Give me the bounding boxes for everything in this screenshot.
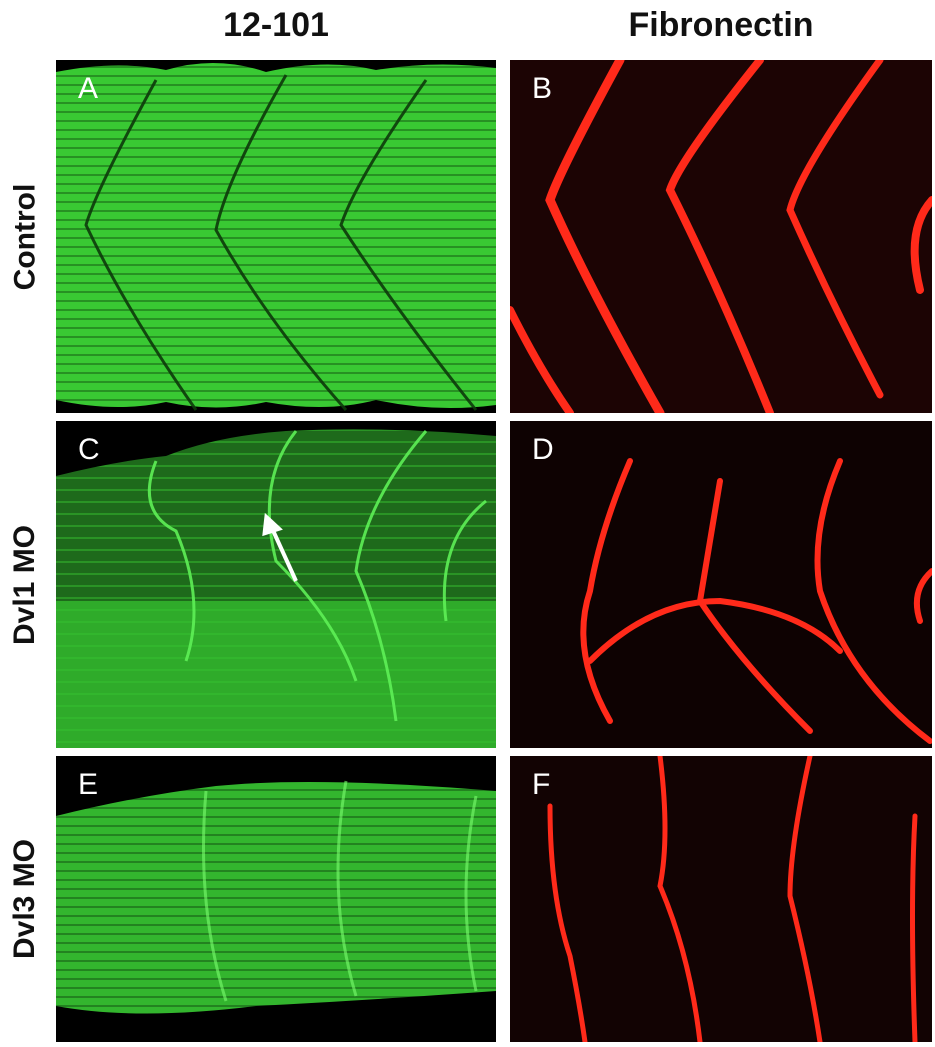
row-label: Control	[8, 183, 42, 290]
panel-label: E	[78, 768, 99, 801]
panel-label: C	[78, 433, 100, 466]
arrow-icon	[262, 512, 298, 582]
panel-label: F	[532, 768, 551, 801]
micrograph-a	[56, 62, 496, 411]
micrograph-d	[580, 458, 932, 744]
panel-d: D	[510, 421, 932, 748]
panel-label: B	[532, 72, 553, 105]
row-header-dvl3: Dvl3 MO	[0, 756, 50, 1042]
column-header-12-101: 12-101	[223, 6, 329, 44]
panel-label: D	[532, 433, 554, 466]
micrograph-e	[56, 780, 496, 1014]
panel-e: E	[56, 756, 496, 1042]
panel-c: C	[56, 421, 496, 748]
panel-b: B	[510, 60, 932, 413]
row-label: Dvl3 MO	[8, 838, 41, 960]
row-header-dvl1: Dvl1 MO	[0, 421, 50, 748]
micrograph-f	[547, 756, 918, 1042]
row-label: Dvl1 MO	[8, 524, 41, 645]
panel-f: F	[510, 756, 932, 1042]
panel-a: A	[56, 60, 496, 413]
row-header-control: Control	[0, 60, 50, 413]
micrograph-c	[56, 429, 496, 748]
column-header-fibronectin: Fibronectin	[628, 6, 814, 44]
micrograph-b	[510, 60, 932, 413]
panel-label: A	[78, 72, 99, 105]
